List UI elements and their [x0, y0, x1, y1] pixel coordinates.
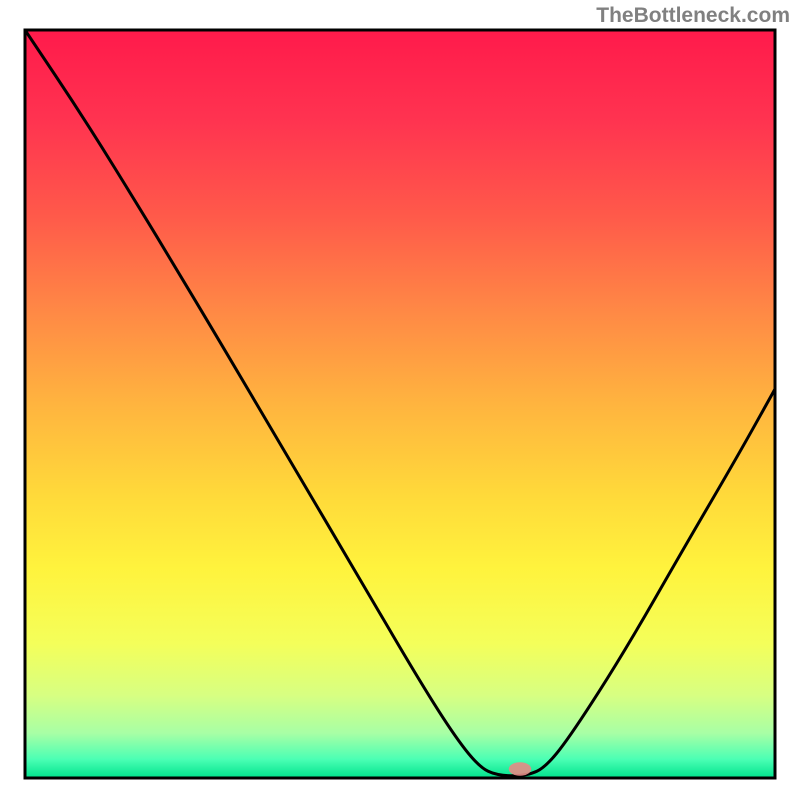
optimal-marker: [509, 762, 532, 775]
bottleneck-curve-chart: [0, 0, 800, 800]
chart-container: { "watermark": { "text": "TheBottleneck.…: [0, 0, 800, 800]
watermark-text: TheBottleneck.com: [596, 4, 790, 28]
gradient-background: [25, 30, 775, 778]
